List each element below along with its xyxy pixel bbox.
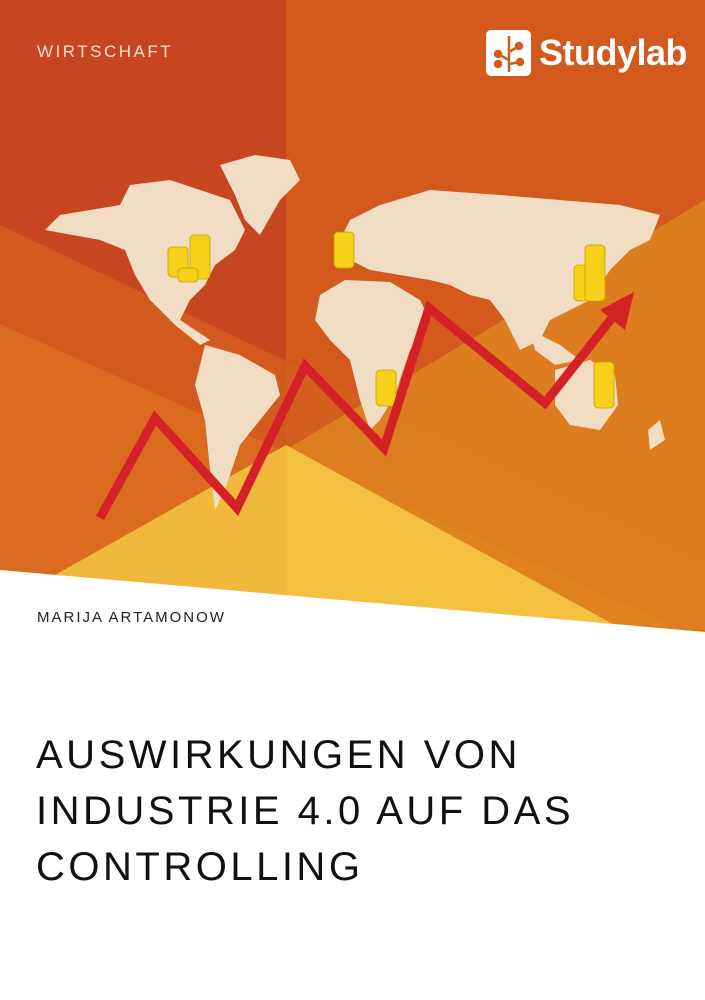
coin-stack-icon [584,244,606,302]
yellow-right [286,445,620,628]
title-line: INDUSTRIE 4.0 AUF DAS [36,789,575,833]
coin-stacks [167,231,615,409]
coin-stack-icon [593,361,615,409]
arrow-head [600,292,634,330]
author-name: MARIJA ARTAMONOW [37,609,226,626]
coin-stack-icon [177,267,199,283]
publisher-logo: Studylab [486,30,688,76]
white-panel [0,570,705,1000]
category-label: WIRTSCHAFT [37,42,174,61]
publisher-name: Studylab [539,32,688,73]
studylab-tree-logo-icon [486,30,531,76]
title-line: AUSWIRKUNGEN VON [36,733,521,777]
coin-stack-icon [375,369,397,407]
world-map [45,155,665,510]
book-title: AUSWIRKUNGEN VON INDUSTRIE 4.0 AUF DAS C… [36,727,574,895]
rising-arrow-icon [96,300,616,521]
title-line: CONTROLLING [36,845,364,889]
coin-stack-icon [333,231,355,269]
